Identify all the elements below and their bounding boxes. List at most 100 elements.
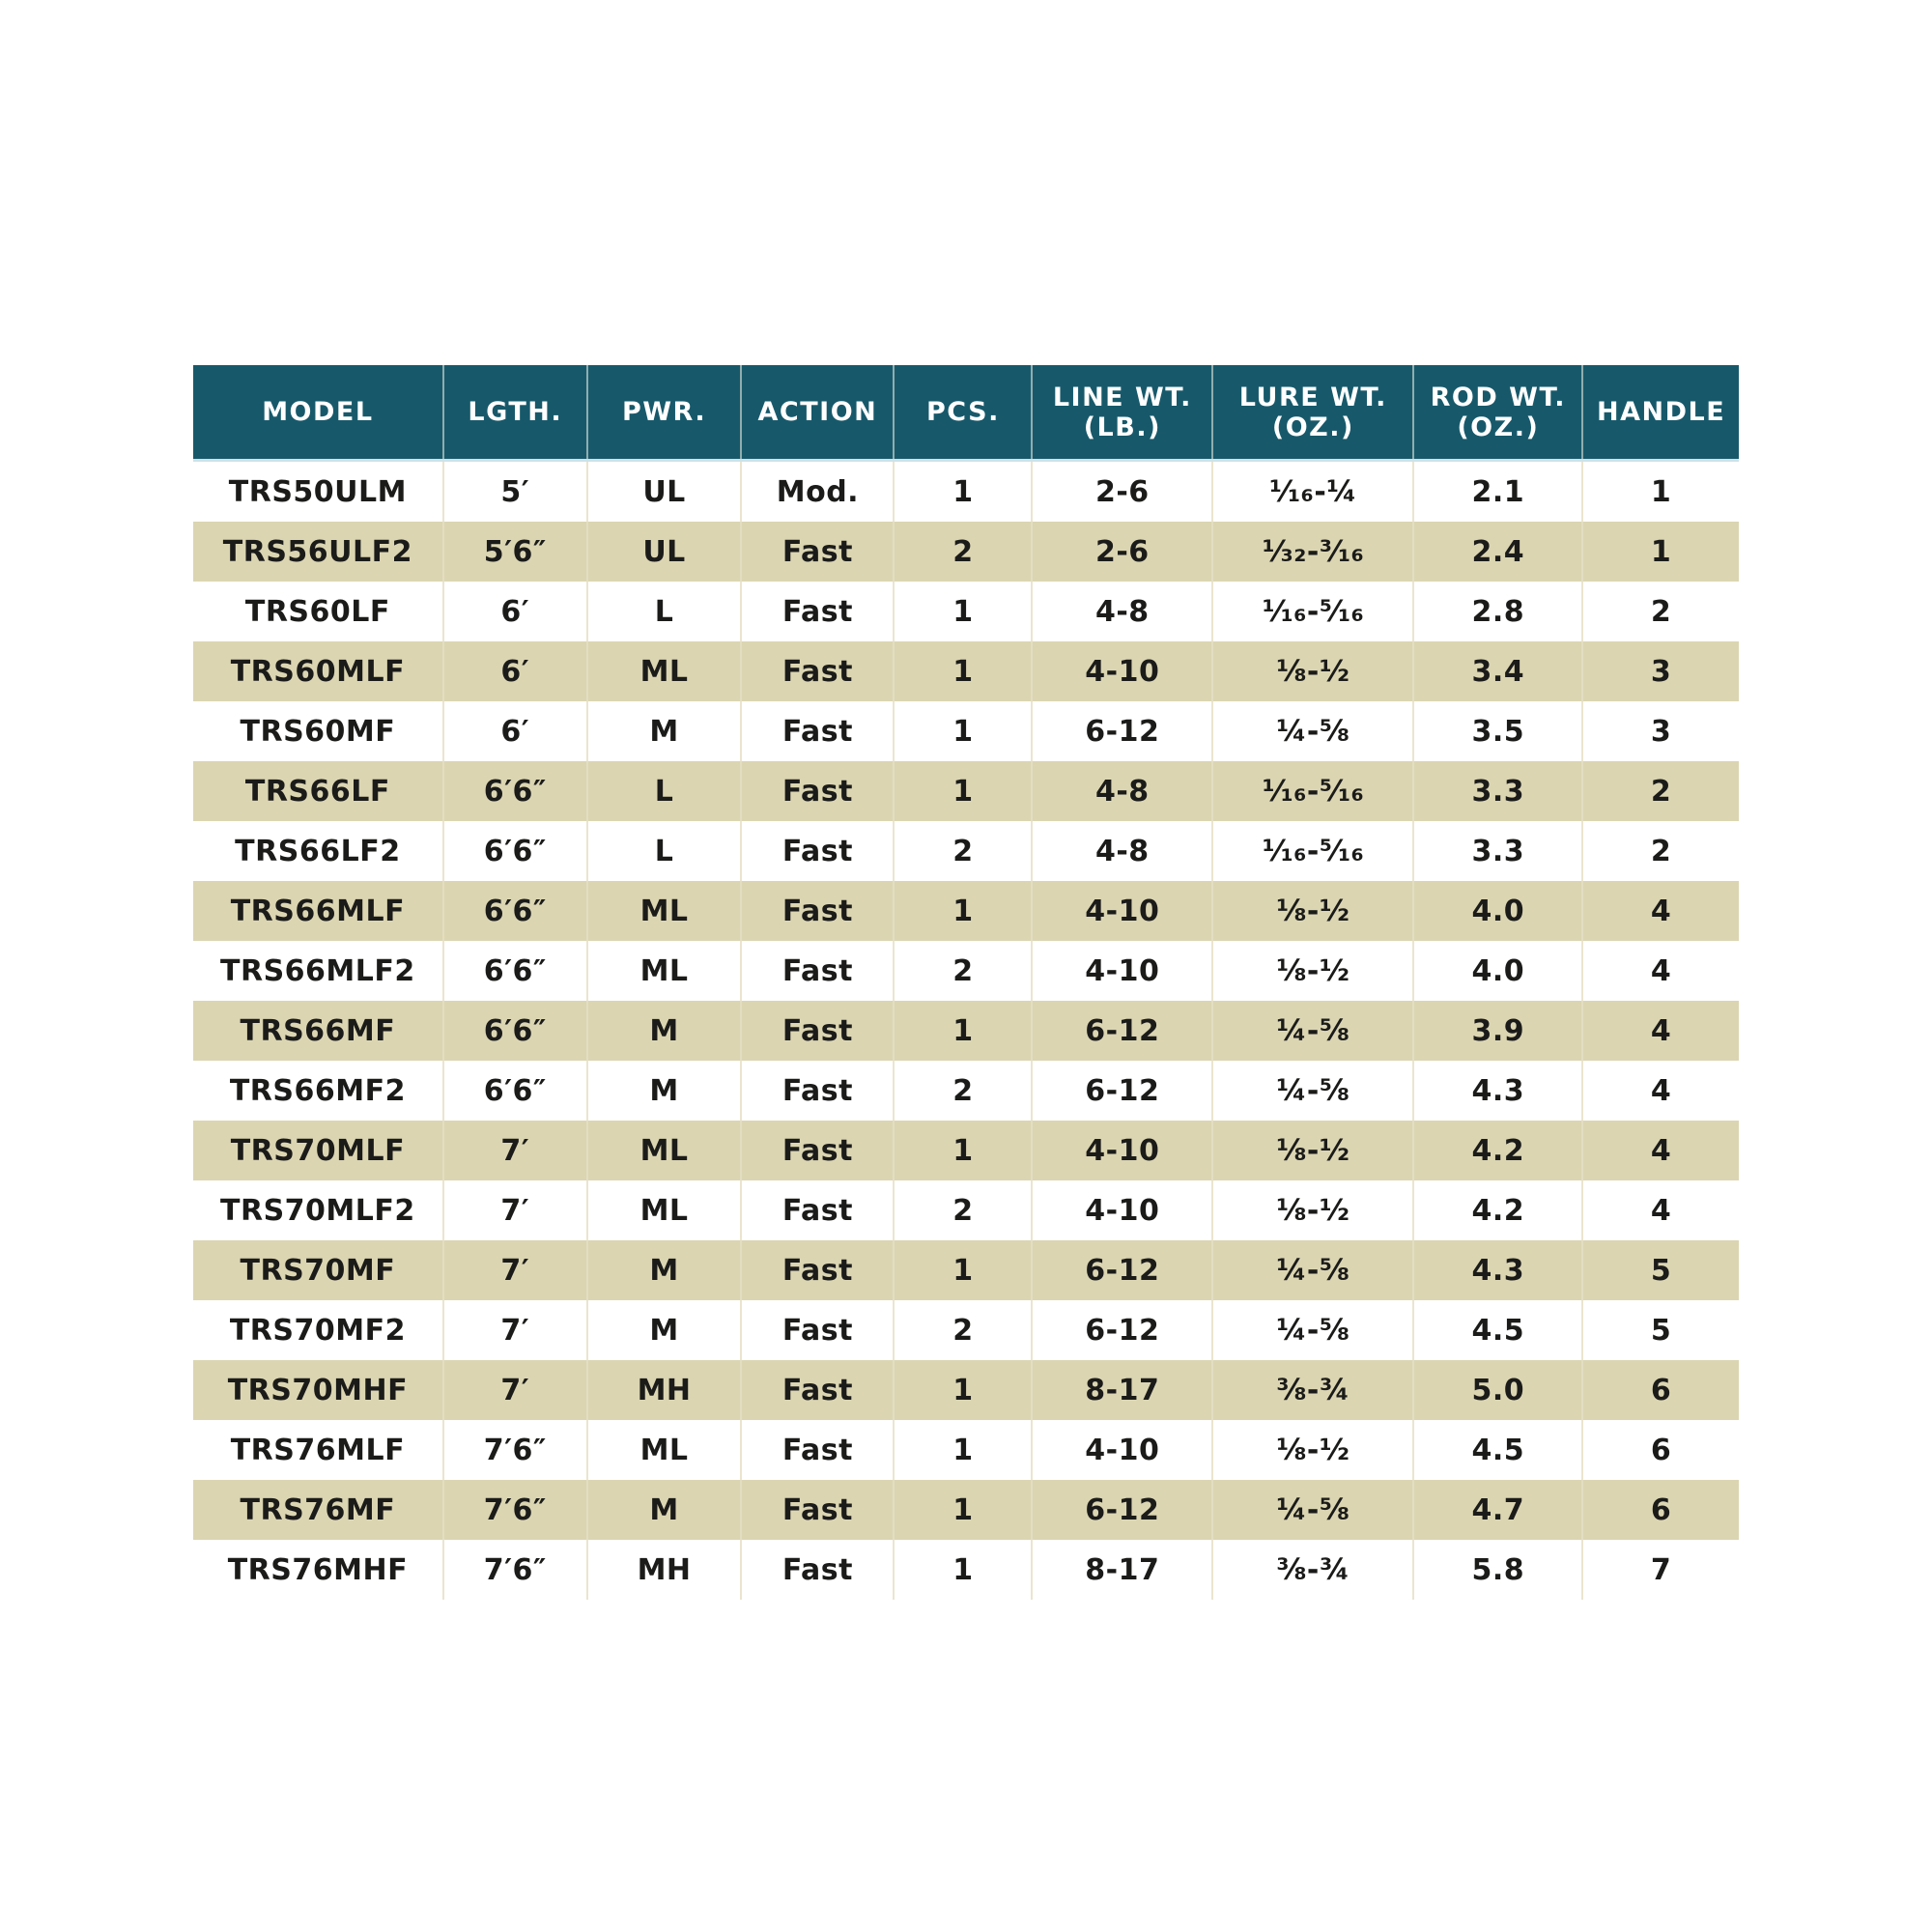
cell-power: ML — [585, 1180, 742, 1240]
table-row: TRS56ULF2 5′6″ UL Fast 2 2-6 ¹⁄₃₂-³⁄₁₆ 2.4 1 — [193, 522, 1739, 582]
cell-lure-wt: ¹⁄₁₆-¼ — [1211, 460, 1414, 522]
cell-pieces: 1 — [893, 1420, 1033, 1480]
cell-lure-wt: ¼-⅝ — [1211, 1240, 1414, 1300]
cell-action: Fast — [740, 1240, 895, 1300]
cell-model: TRS50ULM — [193, 460, 443, 522]
table-row: TRS70MLF2 7′ ML Fast 2 4-10 ⅛-½ 4.2 4 — [193, 1180, 1739, 1240]
cell-pieces: 2 — [893, 1180, 1033, 1240]
cell-rod-wt: 4.5 — [1412, 1300, 1583, 1360]
cell-action: Fast — [740, 1121, 895, 1180]
cell-line-wt: 4-10 — [1031, 881, 1213, 941]
cell-model: TRS60LF — [193, 582, 443, 641]
table-body: TRS50ULM 5′ UL Mod. 1 2-6 ¹⁄₁₆-¼ 2.1 1 TRS56ULF2 5… — [193, 460, 1739, 1600]
cell-power: L — [585, 821, 742, 881]
cell-length: 6′6″ — [441, 941, 587, 1001]
cell-lure-wt: ⅛-½ — [1211, 1180, 1414, 1240]
cell-model: TRS76MLF — [193, 1420, 443, 1480]
cell-line-wt: 4-10 — [1031, 1420, 1213, 1480]
cell-rod-wt: 4.5 — [1412, 1420, 1583, 1480]
cell-lure-wt: ⅛-½ — [1211, 1121, 1414, 1180]
cell-handle: 4 — [1581, 941, 1739, 1001]
cell-handle: 4 — [1581, 1001, 1739, 1061]
cell-pieces: 2 — [893, 821, 1033, 881]
cell-length: 6′6″ — [441, 1001, 587, 1061]
cell-action: Fast — [740, 1420, 895, 1480]
cell-model: TRS56ULF2 — [193, 522, 443, 582]
cell-power: M — [585, 701, 742, 761]
cell-line-wt: 6-12 — [1031, 1061, 1213, 1121]
cell-handle: 1 — [1581, 460, 1739, 522]
cell-pieces: 1 — [893, 582, 1033, 641]
cell-pieces: 1 — [893, 1001, 1033, 1061]
cell-handle: 4 — [1581, 1121, 1739, 1180]
cell-rod-wt: 3.3 — [1412, 821, 1583, 881]
cell-rod-wt: 3.5 — [1412, 701, 1583, 761]
cell-power: ML — [585, 641, 742, 701]
rod-specs-table: MODEL LGTH. PWR. ACTION PCS. LINE WT. (LB.) LU… — [193, 365, 1739, 1600]
cell-power: ML — [585, 941, 742, 1001]
cell-model: TRS66LF — [193, 761, 443, 821]
cell-model: TRS60MF — [193, 701, 443, 761]
cell-pieces: 1 — [893, 701, 1033, 761]
cell-action: Fast — [740, 701, 895, 761]
cell-model: TRS76MHF — [193, 1540, 443, 1600]
cell-pieces: 1 — [893, 641, 1033, 701]
table-header: MODEL LGTH. PWR. ACTION PCS. LINE WT. (LB.) LU… — [193, 365, 1739, 462]
cell-power: M — [585, 1061, 742, 1121]
cell-power: ML — [585, 1420, 742, 1480]
cell-model: TRS66MLF2 — [193, 941, 443, 1001]
cell-power: M — [585, 1001, 742, 1061]
cell-handle: 6 — [1581, 1480, 1739, 1540]
cell-handle: 1 — [1581, 522, 1739, 582]
table-row: TRS66LF 6′6″ L Fast 1 4-8 ¹⁄₁₆-⁵⁄₁₆ 3.3 2 — [193, 761, 1739, 821]
column-header-line-wt: LINE WT. (LB.) — [1031, 365, 1213, 462]
cell-lure-wt: ¹⁄₁₆-⁵⁄₁₆ — [1211, 761, 1414, 821]
cell-handle: 2 — [1581, 582, 1739, 641]
cell-power: MH — [585, 1360, 742, 1420]
rod-specs-table-container: MODEL LGTH. PWR. ACTION PCS. LINE WT. (LB.) LU… — [193, 365, 1739, 1600]
cell-model: TRS76MF — [193, 1480, 443, 1540]
cell-handle: 4 — [1581, 881, 1739, 941]
cell-pieces: 2 — [893, 522, 1033, 582]
header-row: MODEL LGTH. PWR. ACTION PCS. LINE WT. (LB.) LU… — [193, 365, 1739, 462]
cell-pieces: 1 — [893, 881, 1033, 941]
table-row: TRS76MLF 7′6″ ML Fast 1 4-10 ⅛-½ 4.5 6 — [193, 1420, 1739, 1480]
table-row: TRS66MF2 6′6″ M Fast 2 6-12 ¼-⅝ 4.3 4 — [193, 1061, 1739, 1121]
table-row: TRS66MLF2 6′6″ ML Fast 2 4-10 ⅛-½ 4.0 4 — [193, 941, 1739, 1001]
cell-power: M — [585, 1480, 742, 1540]
cell-power: UL — [585, 522, 742, 582]
cell-lure-wt: ¼-⅝ — [1211, 1061, 1414, 1121]
cell-handle: 6 — [1581, 1360, 1739, 1420]
cell-action: Fast — [740, 582, 895, 641]
cell-length: 7′ — [441, 1180, 587, 1240]
table-row: TRS76MHF 7′6″ MH Fast 1 8-17 ⅜-¾ 5.8 7 — [193, 1540, 1739, 1600]
cell-rod-wt: 2.8 — [1412, 582, 1583, 641]
cell-length: 6′ — [441, 641, 587, 701]
cell-power: ML — [585, 881, 742, 941]
column-header-rod-wt: ROD WT. (OZ.) — [1412, 365, 1583, 462]
cell-model: TRS66MF — [193, 1001, 443, 1061]
cell-pieces: 1 — [893, 1360, 1033, 1420]
cell-length: 7′ — [441, 1300, 587, 1360]
cell-length: 7′6″ — [441, 1540, 587, 1600]
cell-length: 5′ — [441, 460, 587, 522]
table-row: TRS70MF 7′ M Fast 1 6-12 ¼-⅝ 4.3 5 — [193, 1240, 1739, 1300]
cell-length: 6′ — [441, 582, 587, 641]
cell-power: L — [585, 761, 742, 821]
cell-rod-wt: 4.7 — [1412, 1480, 1583, 1540]
cell-line-wt: 6-12 — [1031, 1240, 1213, 1300]
cell-action: Fast — [740, 1061, 895, 1121]
cell-rod-wt: 3.4 — [1412, 641, 1583, 701]
cell-length: 5′6″ — [441, 522, 587, 582]
cell-lure-wt: ¼-⅝ — [1211, 1480, 1414, 1540]
cell-model: TRS70MLF — [193, 1121, 443, 1180]
cell-lure-wt: ¹⁄₁₆-⁵⁄₁₆ — [1211, 821, 1414, 881]
column-header-pieces: PCS. — [893, 365, 1033, 462]
cell-length: 6′6″ — [441, 1061, 587, 1121]
cell-handle: 2 — [1581, 761, 1739, 821]
table-row: TRS66MF 6′6″ M Fast 1 6-12 ¼-⅝ 3.9 4 — [193, 1001, 1739, 1061]
cell-lure-wt: ¼-⅝ — [1211, 1001, 1414, 1061]
cell-length: 6′6″ — [441, 821, 587, 881]
table-row: TRS66LF2 6′6″ L Fast 2 4-8 ¹⁄₁₆-⁵⁄₁₆ 3.3 2 — [193, 821, 1739, 881]
cell-rod-wt: 2.1 — [1412, 460, 1583, 522]
